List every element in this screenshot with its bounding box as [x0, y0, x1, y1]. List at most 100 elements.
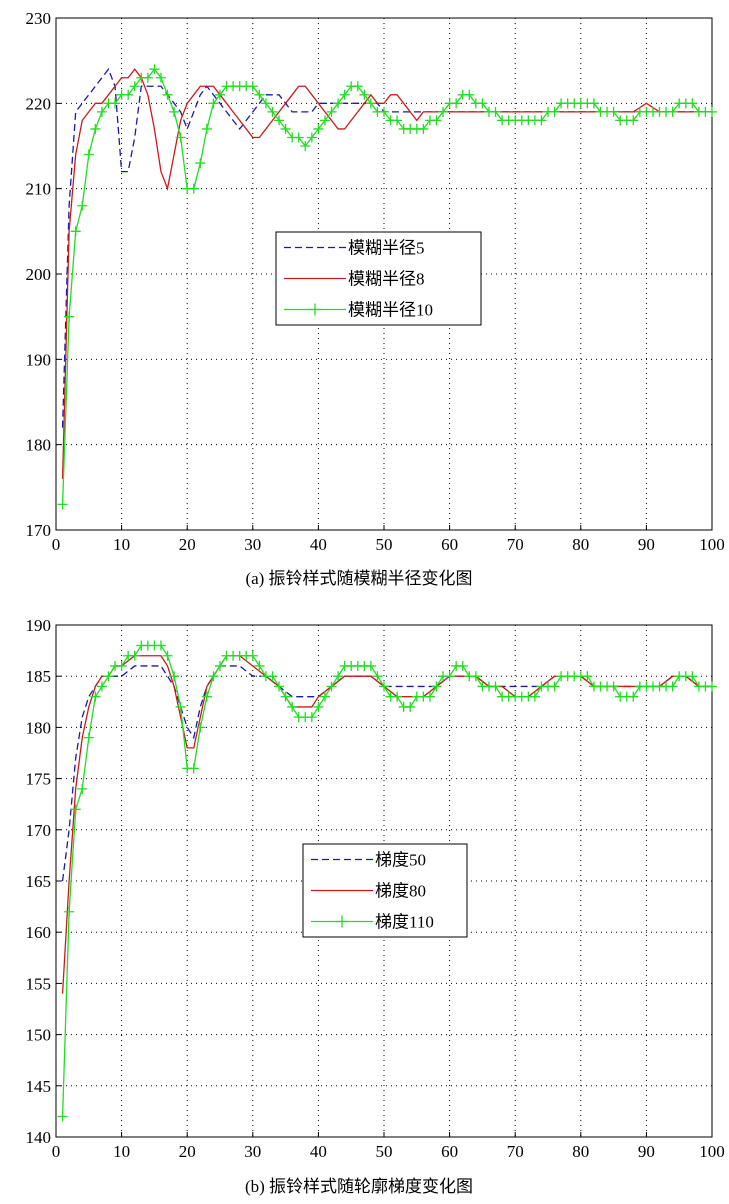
series-point-marker — [280, 691, 291, 702]
series-point-marker — [470, 671, 481, 682]
series-point-marker — [687, 671, 698, 682]
chart-a-legend: 模糊半径5 模糊半径8 模糊半径10 — [275, 231, 482, 326]
series-point-marker — [444, 671, 455, 682]
series-point-marker — [215, 660, 225, 671]
series-point-marker — [129, 81, 140, 92]
series-point-marker — [254, 89, 265, 100]
series-point-marker — [247, 81, 258, 92]
x-tick-label: 40 — [310, 535, 327, 554]
series-point-marker — [392, 691, 403, 702]
chart-b: 0 10 20 30 40 50 60 70 80 90 100 140 145 150 155 160 165… — [26, 616, 725, 1196]
legend-label: 梯度80 — [375, 882, 426, 901]
series-point-marker — [359, 89, 370, 100]
series-point-marker — [536, 115, 547, 126]
y-tick-label: 145 — [26, 1077, 52, 1096]
series-point-marker — [129, 650, 140, 661]
series-point-marker — [116, 660, 127, 671]
series-point-marker — [188, 763, 199, 774]
series-point-marker — [83, 149, 94, 160]
series-point-marker — [339, 89, 350, 100]
x-tick-label: 10 — [113, 535, 130, 554]
chart-b-legend: 梯度50 梯度80 梯度110 — [302, 843, 468, 938]
series-3 — [57, 640, 717, 1122]
x-tick-label: 40 — [310, 1142, 327, 1161]
series-point-marker — [142, 72, 153, 83]
series-point-marker — [162, 650, 173, 661]
y-tick-label: 200 — [26, 265, 52, 284]
legend-marker — [336, 915, 348, 928]
series-point-marker — [57, 1111, 68, 1122]
x-tick-label: 50 — [376, 1142, 393, 1161]
series-point-marker — [287, 701, 298, 712]
series-point-marker — [260, 98, 271, 109]
series-point-marker — [490, 681, 501, 692]
series-point-marker — [326, 681, 337, 692]
y-tick-label: 180 — [26, 718, 52, 737]
series-point-marker — [280, 123, 291, 134]
x-tick-label: 0 — [52, 1142, 61, 1161]
series-point-marker — [57, 499, 68, 510]
y-tick-label: 170 — [26, 821, 52, 840]
series-point-marker — [667, 106, 678, 117]
series-point-marker — [70, 226, 81, 237]
series-point-marker — [405, 701, 416, 712]
series-3 — [57, 64, 717, 510]
legend-label: 梯度110 — [375, 913, 434, 932]
series-point-marker — [162, 89, 173, 100]
series-point-marker — [155, 72, 166, 83]
series-point-marker — [274, 115, 285, 126]
x-tick-label: 30 — [244, 1142, 261, 1161]
series-line — [61, 655, 712, 994]
series-point-marker — [379, 106, 389, 117]
series-point-marker — [149, 64, 160, 75]
legend-label: 模糊半径8 — [348, 270, 425, 289]
y-tick-label: 180 — [26, 436, 52, 455]
y-tick-label: 175 — [26, 770, 52, 789]
x-tick-label: 100 — [699, 1142, 725, 1161]
series-point-marker — [431, 115, 442, 126]
series-point-marker — [529, 691, 540, 702]
series-point-marker — [175, 132, 186, 143]
series-point-marker — [267, 106, 278, 117]
legend-label: 模糊半径10 — [348, 301, 433, 320]
series-point-marker — [83, 732, 94, 743]
series-point-marker — [628, 115, 639, 126]
series-point-marker — [333, 671, 344, 682]
series-point-marker — [90, 691, 101, 702]
series-point-marker — [608, 681, 619, 692]
series-point-marker — [628, 691, 639, 702]
series-point-marker — [313, 701, 324, 712]
legend-label: 模糊半径5 — [348, 239, 425, 258]
series-point-marker — [90, 123, 101, 134]
series-point-marker — [313, 123, 324, 134]
x-tick-label: 20 — [179, 535, 196, 554]
x-tick-label: 30 — [244, 535, 261, 554]
series-point-marker — [365, 660, 376, 671]
legend-marker — [309, 303, 321, 316]
series-point-marker — [70, 804, 81, 815]
series-point-marker — [588, 98, 599, 109]
y-tick-label: 220 — [26, 94, 52, 113]
series-point-marker — [247, 650, 258, 661]
series-point-marker — [267, 671, 278, 682]
x-tick-label: 90 — [638, 1142, 655, 1161]
series-line — [61, 67, 712, 428]
series-point-marker — [490, 106, 501, 117]
series-point-marker — [300, 141, 311, 151]
x-tick-label: 60 — [441, 1142, 458, 1161]
x-tick-label: 0 — [52, 535, 61, 554]
x-tick-label: 60 — [441, 535, 458, 554]
chart-b-series-group — [57, 640, 717, 1122]
y-tick-label: 185 — [26, 667, 52, 686]
x-tick-label: 100 — [699, 535, 725, 554]
x-tick-label: 80 — [572, 535, 589, 554]
series-point-marker — [175, 701, 186, 712]
series-point-marker — [201, 691, 212, 702]
y-tick-label: 160 — [26, 923, 52, 942]
series-point-marker — [195, 722, 206, 733]
y-tick-label: 140 — [26, 1128, 52, 1147]
series-point-marker — [352, 81, 363, 92]
chart-a-tick-labels: 0 10 20 30 40 50 60 70 80 90 100 170 180 190 200 210 220… — [26, 9, 725, 554]
series-point-marker — [208, 671, 219, 682]
series-point-marker — [418, 123, 429, 134]
